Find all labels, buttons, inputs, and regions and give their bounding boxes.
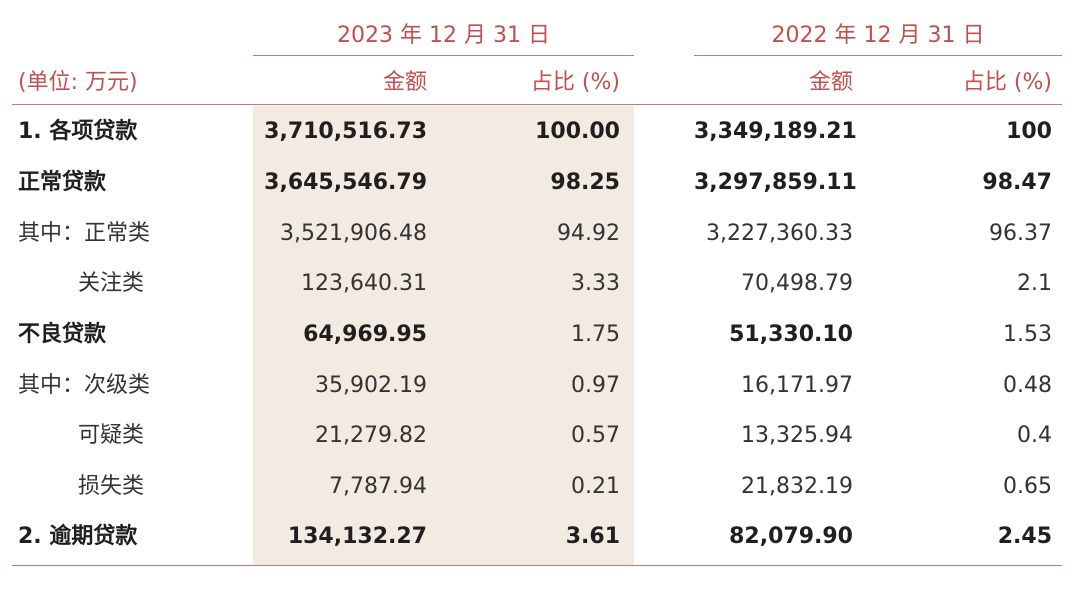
period-2022-rule bbox=[694, 55, 1062, 56]
share-2023: 3.61 bbox=[565, 524, 620, 549]
share-header-2022: 占比 (%) bbox=[962, 70, 1052, 95]
table-row: 其中：正常类 3,521,906.48 94.92 3,227,360.33 9… bbox=[0, 209, 1080, 259]
table-row: 正常贷款 3,645,546.79 98.25 3,297,859.11 98.… bbox=[0, 158, 1080, 208]
amount-2023: 64,969.95 bbox=[303, 322, 427, 347]
share-2022: 98.47 bbox=[982, 170, 1052, 195]
share-header-2023: 占比 (%) bbox=[530, 70, 620, 95]
period-2022-header: 2022 年 12 月 31 日 bbox=[771, 23, 985, 48]
amount-2023: 35,902.19 bbox=[315, 373, 427, 398]
table-bottom-rule bbox=[12, 565, 1062, 566]
row-label: 可疑类 bbox=[78, 423, 145, 448]
header-rule bbox=[12, 104, 1062, 105]
share-2022: 0.65 bbox=[1003, 474, 1052, 499]
row-label: 关注类 bbox=[78, 271, 145, 296]
row-label: 其中：次级类 bbox=[18, 373, 151, 398]
amount-2022: 21,832.19 bbox=[741, 474, 853, 499]
table-row: 损失类 7,787.94 0.21 21,832.19 0.65 bbox=[0, 462, 1080, 512]
share-2022: 2.45 bbox=[997, 524, 1052, 549]
amount-2023: 3,645,546.79 bbox=[264, 170, 427, 195]
row-label: 正常贷款 bbox=[18, 170, 107, 195]
amount-2023: 21,279.82 bbox=[315, 423, 427, 448]
share-2023: 98.25 bbox=[550, 170, 620, 195]
amount-2023: 123,640.31 bbox=[301, 271, 427, 296]
unit-label: (单位: 万元) bbox=[18, 70, 138, 95]
share-2022: 0.4 bbox=[1017, 423, 1052, 448]
table-row: 关注类 123,640.31 3.33 70,498.79 2.1 bbox=[0, 259, 1080, 309]
table-row: 可疑类 21,279.82 0.57 13,325.94 0.4 bbox=[0, 411, 1080, 461]
amount-2023: 134,132.27 bbox=[287, 524, 427, 549]
share-2023: 100.00 bbox=[535, 119, 620, 144]
row-label: 其中：正常类 bbox=[18, 221, 151, 246]
row-label: 不良贷款 bbox=[18, 322, 107, 347]
amount-header-2023: 金额 bbox=[382, 70, 427, 95]
share-2023: 0.21 bbox=[571, 474, 620, 499]
share-2022: 96.37 bbox=[989, 221, 1052, 246]
share-2023: 1.75 bbox=[571, 322, 620, 347]
share-2023: 0.97 bbox=[571, 373, 620, 398]
row-label: 损失类 bbox=[78, 474, 145, 499]
amount-2022: 3,227,360.33 bbox=[706, 221, 853, 246]
row-label: 1. 各项贷款 bbox=[18, 119, 138, 144]
share-2023: 94.92 bbox=[557, 221, 620, 246]
amount-2023: 3,521,906.48 bbox=[280, 221, 427, 246]
table-row: 1. 各项贷款 3,710,516.73 100.00 3,349,189.21… bbox=[0, 107, 1080, 157]
share-2022: 0.48 bbox=[1003, 373, 1052, 398]
share-2022: 2.1 bbox=[1017, 271, 1052, 296]
period-2023-rule bbox=[253, 55, 634, 56]
amount-2022: 13,325.94 bbox=[741, 423, 853, 448]
share-2022: 1.53 bbox=[1003, 322, 1052, 347]
share-2022: 100 bbox=[1006, 119, 1052, 144]
table-row: 2. 逾期贷款 134,132.27 3.61 82,079.90 2.45 bbox=[0, 512, 1080, 562]
amount-2022: 3,349,189.21 bbox=[694, 119, 857, 144]
amount-2022: 16,171.97 bbox=[741, 373, 853, 398]
amount-2022: 51,330.10 bbox=[729, 322, 853, 347]
column-2023-shading bbox=[253, 106, 634, 565]
amount-2023: 3,710,516.73 bbox=[264, 119, 427, 144]
period-2023-header: 2023 年 12 月 31 日 bbox=[337, 23, 550, 48]
share-2023: 3.33 bbox=[571, 271, 620, 296]
table-row: 其中：次级类 35,902.19 0.97 16,171.97 0.48 bbox=[0, 361, 1080, 411]
amount-header-2022: 金额 bbox=[808, 70, 853, 95]
amount-2022: 3,297,859.11 bbox=[694, 170, 857, 195]
amount-2022: 82,079.90 bbox=[729, 524, 853, 549]
row-label: 2. 逾期贷款 bbox=[18, 524, 138, 549]
table-row: 不良贷款 64,969.95 1.75 51,330.10 1.53 bbox=[0, 310, 1080, 360]
amount-2022: 70,498.79 bbox=[741, 271, 853, 296]
share-2023: 0.57 bbox=[571, 423, 620, 448]
amount-2023: 7,787.94 bbox=[329, 474, 427, 499]
